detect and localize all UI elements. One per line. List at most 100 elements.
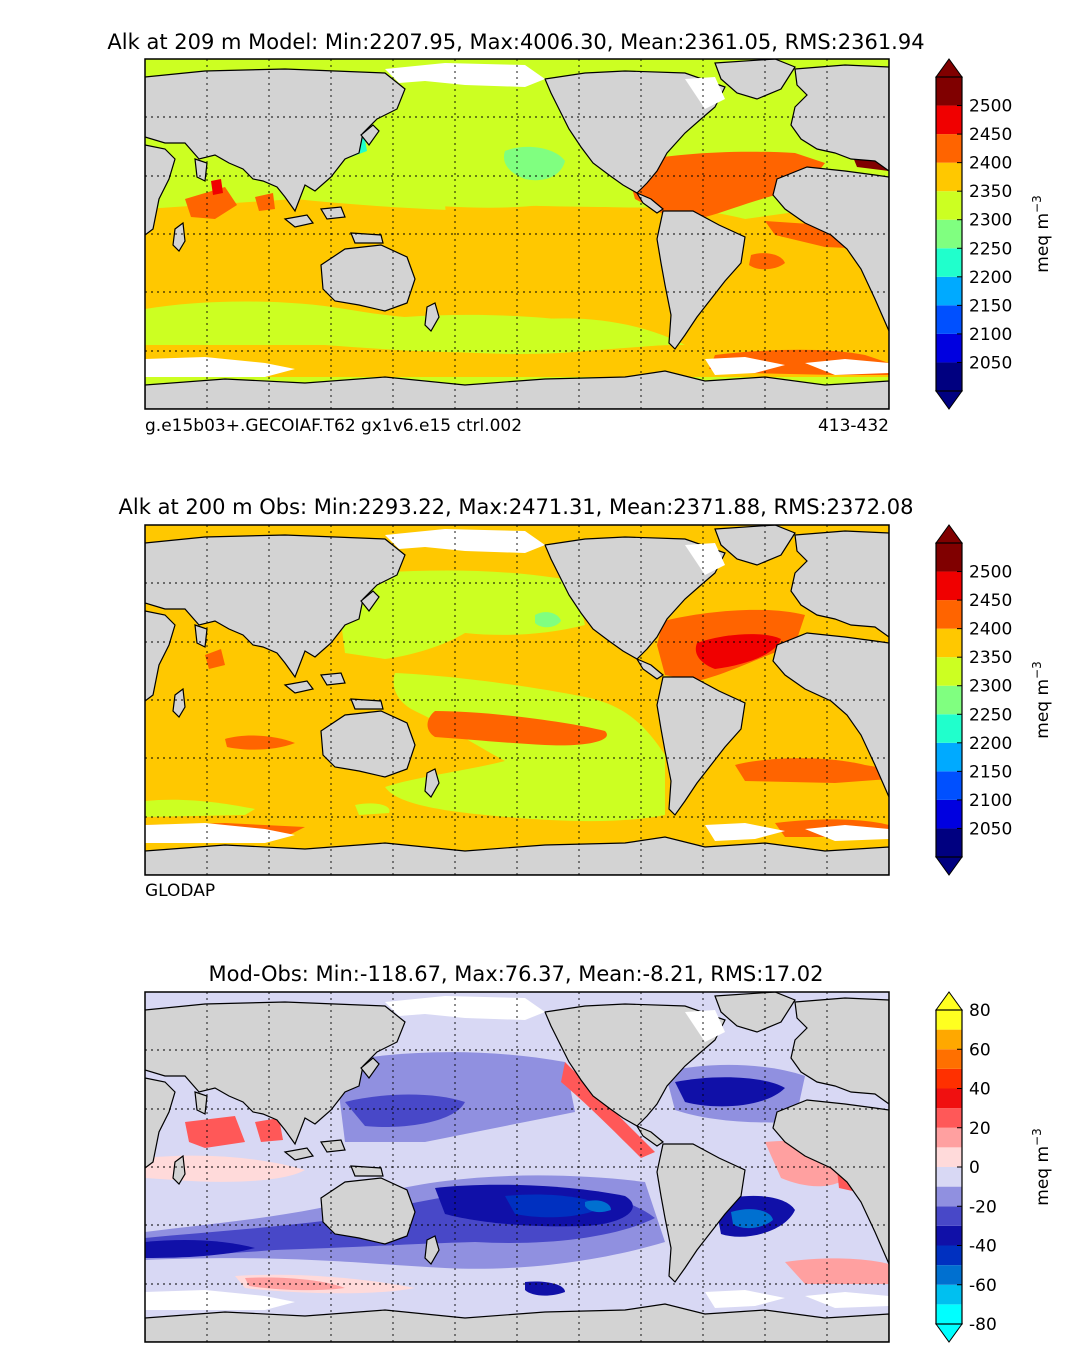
contour-p5-ind (145, 1155, 305, 1182)
panel-model-footer-right: 413-432 (818, 416, 889, 436)
colorbar-bin (936, 771, 962, 800)
colorbar-tick-label: 2200 (969, 734, 1012, 754)
colorbar-tick-label: -60 (969, 1276, 997, 1296)
colorbar-bin (936, 657, 962, 686)
contour-2425-satl2 (749, 253, 785, 270)
panel-obs-title: Alk at 200 m Obs: Min:2293.22, Max:2471.… (119, 495, 914, 519)
colorbar-bin (936, 571, 962, 601)
contour-2425-atl (625, 151, 825, 217)
colorbar-extend-low (935, 856, 963, 876)
contour-m45-natl (675, 1077, 785, 1107)
colorbar-bin (936, 1068, 962, 1089)
colorbar-bin (936, 134, 962, 163)
contour-m65-satl (731, 1209, 773, 1229)
colorbar-label: meq m−3 (1030, 1128, 1053, 1205)
colorbar-label: meq m−3 (1030, 195, 1053, 272)
panel-obs-frame (144, 524, 890, 876)
panel-obs: Alk at 200 m Obs: Min:2293.22, Max:2471.… (119, 495, 1053, 901)
colorbar-tick-label: 0 (969, 1158, 980, 1178)
panel-model-footer-left: g.e15b03+.GECOIAF.T62 gx1v6.e15 ctrl.002 (145, 416, 522, 436)
contour-2425-bengal (255, 193, 275, 211)
contour-p25-arab (185, 1116, 245, 1148)
panel-diff-map (145, 992, 889, 1342)
colorbar-tick-label: 2100 (969, 325, 1012, 345)
colorbar-bin (936, 714, 962, 743)
colorbar-tick-label: 40 (969, 1080, 991, 1100)
colorbar-diff: -80 -60 -40 -20 0 20 40 60 80 meq m−3 (935, 991, 1053, 1343)
colorbar-tick-label: 2350 (969, 182, 1012, 202)
colorbar-tick-label: 2150 (969, 296, 1012, 316)
colorbar-tick-label: 2050 (969, 819, 1012, 839)
colorbar-tick-label: 60 (969, 1040, 991, 1060)
panel-model-title: Alk at 209 m Model: Min:2207.95, Max:400… (107, 30, 924, 54)
colorbar-model: 2050 2100 2150 2200 2250 2300 2350 2400 2450 2500… (935, 58, 1053, 410)
colorbar-bin (936, 1049, 962, 1069)
colorbar-bin (936, 1225, 962, 1246)
colorbar-bin (936, 1284, 962, 1305)
colorbar-bin (936, 1108, 962, 1128)
contour-m45-south (525, 1281, 565, 1296)
colorbar-extend-low (935, 1323, 963, 1343)
colorbar-tick-label: 2500 (969, 97, 1012, 117)
contour-2275 (535, 612, 561, 628)
colorbar-bin (936, 362, 962, 391)
colorbar-bin (936, 742, 962, 772)
colorbar-bin (936, 1167, 962, 1187)
map-grid (145, 59, 889, 409)
colorbar-bin (936, 105, 962, 135)
colorbar-tick-label: 2250 (969, 239, 1012, 259)
colorbar-extend-high (935, 58, 963, 78)
colorbar-tick-label: -80 (969, 1315, 997, 1335)
colorbar-bin (936, 799, 962, 829)
colorbar-bin (936, 628, 962, 658)
contour-p15-south-atl (785, 1258, 889, 1284)
contour-m55-spac (505, 1194, 605, 1218)
colorbar-tick-label: 2350 (969, 648, 1012, 668)
colorbar-bin (936, 543, 962, 572)
panel-diff-frame (144, 991, 890, 1343)
colorbar-bin (936, 828, 962, 857)
colorbar-tick-label: 2300 (969, 211, 1012, 231)
colorbar-bin (936, 219, 962, 249)
contour-2425-arab (205, 649, 225, 669)
colorbar-obs: 2050 2100 2150 2200 2250 2300 2350 2400 2450 2500… (935, 524, 1053, 876)
colorbar-bin (936, 685, 962, 715)
contour-m25-npac (345, 1094, 465, 1127)
panel-model-frame (144, 58, 890, 410)
colorbar-tick-label: 2400 (969, 154, 1012, 174)
colorbar-bin (936, 1186, 962, 1207)
colorbar-tick-label: 2450 (969, 591, 1012, 611)
colorbar-frame (935, 542, 963, 858)
colorbar-bin (936, 1206, 962, 1226)
contour-p25-calif (561, 1062, 655, 1158)
colorbar-tick-label: 2400 (969, 620, 1012, 640)
colorbar-tick-label: -40 (969, 1237, 997, 1257)
contour-2325-south2 (355, 803, 390, 815)
colorbar-bin (936, 305, 962, 334)
colorbar-bin (936, 1127, 962, 1148)
colorbar-bin (936, 1029, 962, 1050)
colorbar-extend-low (935, 390, 963, 410)
contour-npacific (335, 99, 585, 208)
colorbar-bin (936, 191, 962, 220)
colorbar-tick-label: 20 (969, 1119, 991, 1139)
colorbar-bin (936, 162, 962, 192)
colorbar-bin (936, 600, 962, 629)
contour-2425-satl (735, 758, 889, 783)
colorbar-extend-high (935, 524, 963, 544)
colorbar-tick-label: 2200 (969, 268, 1012, 288)
colorbar-bin (936, 333, 962, 363)
colorbar-tick-label: 2150 (969, 762, 1012, 782)
contour-2425-arab (185, 187, 237, 219)
contour-m45-sind (145, 1240, 255, 1258)
contour-2475-atl (695, 634, 781, 669)
contour-2325 (145, 311, 665, 354)
colorbar-tick-label: 2450 (969, 125, 1012, 145)
colorbar-bin (936, 1265, 962, 1285)
colorbar-bin (936, 1010, 962, 1030)
contour-2325-south (145, 799, 255, 817)
colorbar-bin (936, 1088, 962, 1109)
contour-2325-npac (335, 570, 585, 659)
contour-2275 (503, 146, 565, 181)
